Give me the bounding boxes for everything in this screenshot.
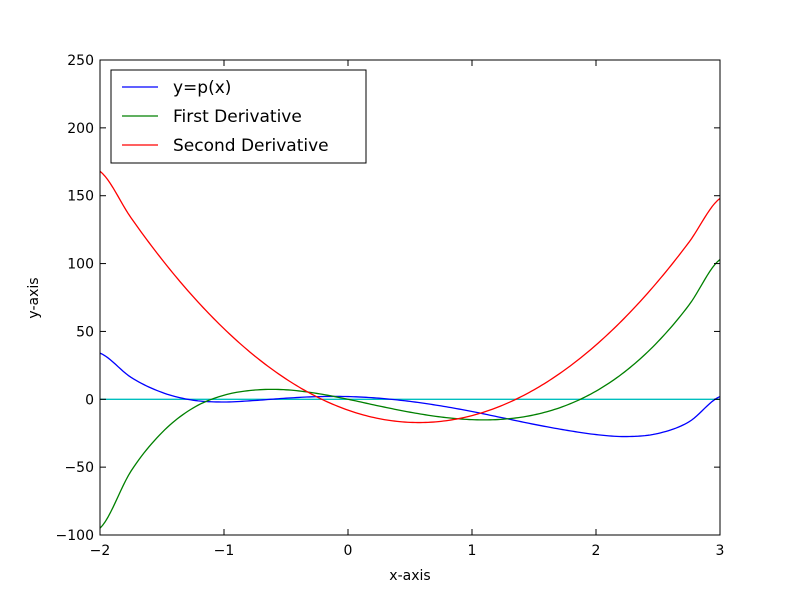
y-tick-label: 50 [76,324,94,340]
legend-label-y-px: y=p(x) [173,78,231,98]
y-tick-label: 150 [67,189,94,205]
legend-label-first-derivative: First Derivative [173,107,302,127]
x-tick-label: −1 [214,543,235,559]
y-tick-label: 0 [85,392,94,408]
x-tick-label: 3 [716,543,725,559]
x-tick-label: −2 [90,543,111,559]
legend: y=p(x) First Derivative Second Derivativ… [110,69,367,164]
plot-frame [99,59,721,536]
x-tick-label: 2 [592,543,601,559]
y-tick-label: −50 [64,460,94,476]
x-axis-label: x-axis [389,568,430,584]
series-line-second-derivative [100,170,720,424]
y-axis-label: y-axis [26,277,42,318]
ticks [99,59,721,536]
plot-lines [100,170,720,529]
y-tick-label: −100 [56,528,94,544]
x-tick-label: 0 [344,543,353,559]
x-tick-label: 1 [468,543,477,559]
y-tick-label: 100 [67,257,94,273]
y-tick-label: 250 [67,53,94,69]
series-line-first-derivative [100,259,720,529]
legend-label-second-derivative: Second Derivative [173,136,329,156]
y-tick-label: 200 [67,121,94,137]
series-line-y-p-x [100,352,720,438]
tick-labels: −2 −1 0 1 2 3 −100 −50 0 50 100 150 200 250 [56,53,725,559]
